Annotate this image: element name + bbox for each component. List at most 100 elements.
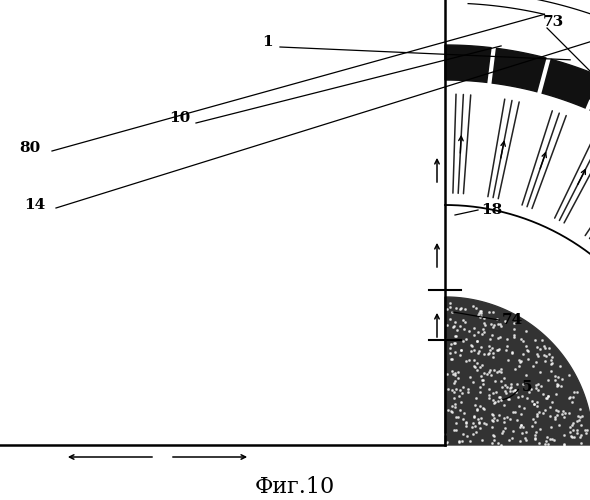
Point (464, 328, 474, 336)
Point (487, 331, 497, 339)
Point (525, 388, 534, 396)
Point (545, 402, 555, 410)
Text: 14: 14 (24, 198, 45, 212)
Point (494, 367, 504, 375)
Point (446, 340, 455, 347)
Point (449, 426, 458, 434)
Point (464, 356, 474, 364)
Point (490, 399, 499, 407)
Point (567, 398, 576, 406)
Point (543, 440, 553, 448)
Point (476, 343, 486, 351)
Point (529, 362, 538, 370)
Point (582, 426, 590, 434)
Text: 5: 5 (522, 380, 532, 394)
Point (539, 410, 548, 418)
Point (463, 432, 472, 440)
Point (477, 309, 486, 317)
Point (489, 418, 498, 426)
Point (478, 325, 487, 333)
Point (450, 372, 460, 380)
Point (456, 346, 466, 354)
Point (484, 350, 493, 358)
Point (470, 413, 479, 421)
Point (488, 308, 497, 316)
Point (451, 332, 461, 340)
Point (476, 414, 486, 422)
Point (532, 410, 542, 418)
Point (567, 421, 576, 429)
Point (442, 438, 452, 446)
Point (476, 308, 485, 316)
Point (483, 370, 492, 378)
Point (572, 388, 582, 396)
Point (471, 394, 481, 402)
Point (500, 386, 510, 394)
Point (458, 388, 467, 396)
Point (456, 304, 466, 312)
Point (455, 305, 464, 313)
Point (442, 370, 451, 378)
Point (510, 386, 520, 394)
Point (497, 428, 506, 436)
Point (543, 392, 553, 400)
Point (451, 414, 461, 422)
Point (532, 350, 542, 358)
Point (512, 416, 522, 424)
Point (461, 419, 471, 427)
Point (576, 405, 585, 413)
Point (576, 414, 585, 422)
Point (503, 383, 512, 391)
Polygon shape (445, 297, 590, 445)
Point (494, 393, 504, 401)
Point (510, 333, 519, 341)
Point (534, 440, 543, 448)
Point (479, 350, 489, 358)
Point (527, 422, 537, 430)
Point (461, 357, 471, 365)
Point (524, 356, 533, 364)
Point (444, 386, 453, 394)
Point (566, 432, 576, 440)
Point (481, 321, 490, 329)
Point (553, 374, 563, 382)
Point (576, 439, 586, 447)
Point (478, 436, 487, 444)
Point (476, 372, 486, 380)
Point (496, 440, 506, 448)
Point (522, 346, 532, 354)
Point (546, 356, 556, 364)
Point (545, 344, 554, 352)
Point (522, 436, 531, 444)
Point (473, 366, 482, 374)
Point (516, 424, 525, 432)
Point (506, 384, 515, 392)
Point (471, 428, 480, 436)
Point (514, 402, 523, 410)
Point (546, 360, 555, 368)
Point (476, 314, 485, 322)
Point (466, 437, 475, 445)
Point (469, 356, 478, 364)
Point (441, 439, 450, 447)
Point (507, 383, 516, 391)
Point (473, 416, 482, 424)
Point (458, 416, 468, 424)
Point (527, 397, 536, 405)
Point (508, 434, 517, 442)
Point (474, 311, 483, 319)
Point (517, 429, 527, 437)
Point (447, 366, 457, 374)
Point (565, 428, 575, 436)
Point (572, 426, 581, 434)
Point (559, 440, 569, 448)
Point (531, 428, 540, 436)
Point (486, 370, 496, 378)
Point (514, 394, 523, 402)
Point (475, 362, 484, 370)
Point (489, 320, 499, 328)
Point (466, 341, 476, 349)
Point (440, 430, 450, 438)
Point (476, 308, 486, 316)
Point (498, 426, 507, 434)
